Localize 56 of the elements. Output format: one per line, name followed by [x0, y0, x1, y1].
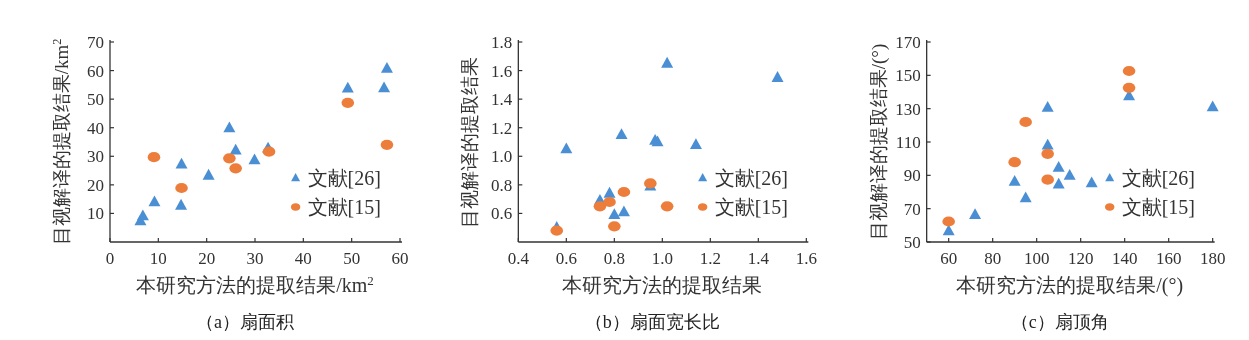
legend-label: 文献[15]	[1121, 196, 1196, 218]
x-tick-label: 30	[246, 249, 264, 268]
y-tick-label: 30	[87, 147, 104, 167]
y-tick-label: 170	[895, 33, 921, 52]
y-tick-label: 90	[903, 166, 921, 186]
y-tick-label: 40	[87, 118, 104, 138]
y-tick-label: 0.6	[491, 204, 513, 224]
x-tick-label: 100	[1023, 249, 1050, 268]
legend-label: 文献[15]	[714, 196, 788, 218]
y-tick-label: 60	[87, 61, 104, 81]
y-tick-label: 1.8	[491, 33, 513, 52]
y-tick-label: 0.8	[491, 175, 513, 195]
y-tick-label: 1.6	[491, 61, 513, 81]
x-axis-title: 本研究方法的提取结果/(°)	[956, 274, 1184, 297]
x-tick-label: 120	[1067, 249, 1094, 268]
text: （c）扇顶角	[1010, 312, 1109, 332]
x-tick-label: 50	[343, 249, 361, 268]
legend-label: 文献[26]	[1121, 167, 1196, 189]
y-tick-label: 150	[895, 66, 921, 86]
x-tick-label: 1.6	[795, 249, 817, 268]
x-tick-label: 40	[294, 249, 312, 268]
y-tick-label: 50	[903, 233, 921, 252]
y-tick-label: 1.0	[491, 147, 513, 167]
x-tick-label: 60	[391, 249, 409, 268]
x-axis-title: 本研究方法的提取结果	[562, 274, 763, 296]
x-tick-label: 0.8	[603, 249, 625, 268]
x-tick-label: 20	[198, 249, 216, 268]
x-tick-label: 60	[940, 249, 958, 268]
x-tick-label: 0.6	[555, 249, 577, 268]
x-axis-title: 本研究方法的提取结果/km$^{2}$	[136, 272, 374, 296]
y-tick-label: 10	[87, 204, 104, 224]
y-tick-label: 50	[87, 90, 104, 110]
y-axis-title: 目视解译的提取结果	[459, 56, 481, 228]
text: （b）扇面宽长比	[584, 312, 720, 332]
text: （a）扇面积	[196, 312, 294, 332]
x-tick-label: 180	[1199, 249, 1226, 268]
legend-label: 文献[26]	[307, 167, 381, 189]
legend-label: 文献[15]	[307, 196, 381, 218]
x-tick-label: 160	[1155, 249, 1182, 268]
y-tick-label: 70	[87, 33, 104, 52]
y-tick-label: 20	[87, 175, 104, 195]
x-tick-label: 1.2	[699, 249, 721, 268]
x-tick-label: 1.0	[651, 249, 673, 268]
legend-label: 文献[26]	[714, 167, 788, 189]
x-tick-label: 1.4	[747, 249, 770, 268]
y-axis-title: 目视解译的提取结果/(°)	[867, 43, 890, 241]
x-tick-label: 140	[1111, 249, 1138, 268]
x-tick-label: 80	[984, 249, 1002, 268]
y-tick-label: 110	[895, 133, 921, 152]
y-tick-label: 70	[903, 199, 921, 219]
y-tick-label: 1.2	[491, 118, 513, 138]
x-tick-label: 0	[105, 249, 115, 268]
y-tick-label: 130	[895, 99, 921, 119]
y-tick-label: 1.4	[491, 90, 513, 110]
x-tick-label: 0.4	[507, 249, 530, 268]
x-tick-label: 10	[149, 249, 167, 268]
